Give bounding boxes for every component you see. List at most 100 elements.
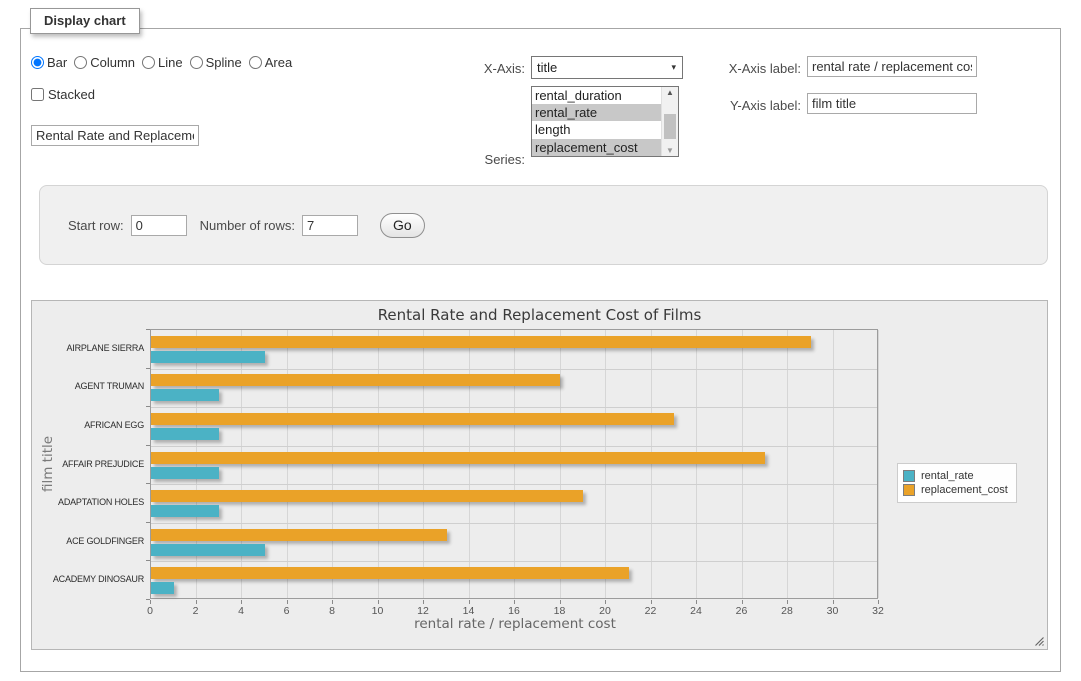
chart-type-radio-line[interactable] (142, 56, 155, 69)
row-controls-box: Start row: Number of rows: Go (39, 185, 1048, 265)
series-options: rental_durationrental_ratelengthreplacem… (532, 87, 661, 156)
bar-rental_rate (151, 467, 219, 479)
series-option-rental_rate[interactable]: rental_rate (532, 104, 661, 121)
y-tick-mark (146, 445, 150, 446)
x-tick-mark (787, 600, 788, 604)
legend-row: rental_rate (903, 470, 1008, 482)
series-option-length[interactable]: length (532, 121, 661, 138)
x-tick-mark (651, 600, 652, 604)
category-separator (151, 407, 877, 408)
x-tick-label: 16 (497, 605, 531, 617)
y-axis-label-input[interactable] (807, 93, 977, 114)
stacked-row: Stacked (31, 87, 95, 102)
series-option-replacement_cost[interactable]: replacement_cost (532, 139, 661, 156)
y-tick-label: AFRICAN EGG (38, 420, 144, 430)
bar-rental_rate (151, 389, 219, 401)
gridline (514, 330, 515, 598)
x-tick-mark (696, 600, 697, 604)
chart-type-radio-spline[interactable] (190, 56, 203, 69)
gridline (378, 330, 379, 598)
x-tick-mark (196, 600, 197, 604)
series-scrollbar[interactable]: ▲ ▼ (661, 87, 678, 156)
chart-title-input[interactable] (31, 125, 199, 146)
legend-row: replacement_cost (903, 484, 1008, 496)
x-axis-label-input[interactable] (807, 56, 977, 77)
category-separator (151, 561, 877, 562)
scroll-down-icon[interactable]: ▼ (662, 146, 678, 155)
x-tick-label: 32 (861, 605, 895, 617)
bar-replacement_cost (151, 452, 765, 464)
x-tick-mark (605, 600, 606, 604)
x-tick-mark (833, 600, 834, 604)
y-tick-label: AGENT TRUMAN (38, 381, 144, 391)
bar-replacement_cost (151, 490, 583, 502)
y-tick-label: AIRPLANE SIERRA (38, 343, 144, 353)
resize-handle-icon[interactable] (1033, 635, 1045, 647)
x-tick-label: 0 (133, 605, 167, 617)
y-tick-label: AFFAIR PREJUDICE (38, 459, 144, 469)
legend-label-rental_rate: rental_rate (921, 470, 974, 482)
x-axis-select[interactable]: title ▾ (531, 56, 683, 79)
series-select-caption: Series: (461, 152, 525, 167)
gridline (833, 330, 834, 598)
chart-type-radio-column[interactable] (74, 56, 87, 69)
category-separator (151, 369, 877, 370)
series-multiselect[interactable]: rental_durationrental_ratelengthreplacem… (531, 86, 679, 157)
bar-replacement_cost (151, 413, 674, 425)
stacked-label: Stacked (48, 87, 95, 102)
gridline (287, 330, 288, 598)
go-button[interactable]: Go (380, 213, 425, 238)
num-rows-label: Number of rows: (200, 218, 295, 233)
num-rows-input[interactable] (302, 215, 358, 236)
chart-type-label-line: Line (158, 55, 183, 70)
scroll-up-icon[interactable]: ▲ (662, 88, 678, 97)
start-row-input[interactable] (131, 215, 187, 236)
chart-type-radio-bar[interactable] (31, 56, 44, 69)
series-option-rental_duration[interactable]: rental_duration (532, 87, 661, 104)
chart-type-label-bar: Bar (47, 55, 67, 70)
gridline (241, 330, 242, 598)
x-tick-mark (742, 600, 743, 604)
gridline (560, 330, 561, 598)
x-tick-label: 2 (179, 605, 213, 617)
chart-panel: Rental Rate and Replacement Cost of Film… (31, 300, 1048, 650)
x-tick-mark (878, 600, 879, 604)
x-tick-label: 4 (224, 605, 258, 617)
chart-type-label-spline: Spline (206, 55, 242, 70)
y-tick-mark (146, 483, 150, 484)
y-tick-mark (146, 522, 150, 523)
x-tick-mark (378, 600, 379, 604)
category-separator (151, 484, 877, 485)
category-separator (151, 446, 877, 447)
gridline (787, 330, 788, 598)
bar-replacement_cost (151, 567, 629, 579)
stacked-checkbox[interactable] (31, 88, 44, 101)
x-tick-label: 26 (725, 605, 759, 617)
gridline (332, 330, 333, 598)
legend-swatch-rental_rate (903, 470, 915, 482)
x-tick-mark (560, 600, 561, 604)
display-chart-fieldset: Display chart BarColumnLineSplineArea St… (20, 28, 1061, 672)
bar-replacement_cost (151, 374, 560, 386)
y-tick-mark (146, 368, 150, 369)
gridline (878, 330, 879, 598)
bar-rental_rate (151, 544, 265, 556)
y-tick-mark (146, 599, 150, 600)
start-row-label: Start row: (68, 218, 124, 233)
x-tick-mark (241, 600, 242, 604)
x-tick-label: 22 (634, 605, 668, 617)
y-axis-label-caption: Y-Axis label: (713, 98, 801, 113)
bar-rental_rate (151, 428, 219, 440)
legend-label-replacement_cost: replacement_cost (921, 484, 1008, 496)
x-tick-label: 20 (588, 605, 622, 617)
chart-type-radio-group: BarColumnLineSplineArea (31, 55, 299, 70)
bar-rental_rate (151, 505, 219, 517)
chart-type-label-column: Column (90, 55, 135, 70)
x-tick-label: 8 (315, 605, 349, 617)
chart-type-radio-area[interactable] (249, 56, 262, 69)
x-tick-label: 18 (543, 605, 577, 617)
scrollbar-thumb[interactable] (664, 114, 676, 139)
fieldset-title: Display chart (30, 8, 140, 34)
bar-rental_rate (151, 351, 265, 363)
x-tick-label: 24 (679, 605, 713, 617)
